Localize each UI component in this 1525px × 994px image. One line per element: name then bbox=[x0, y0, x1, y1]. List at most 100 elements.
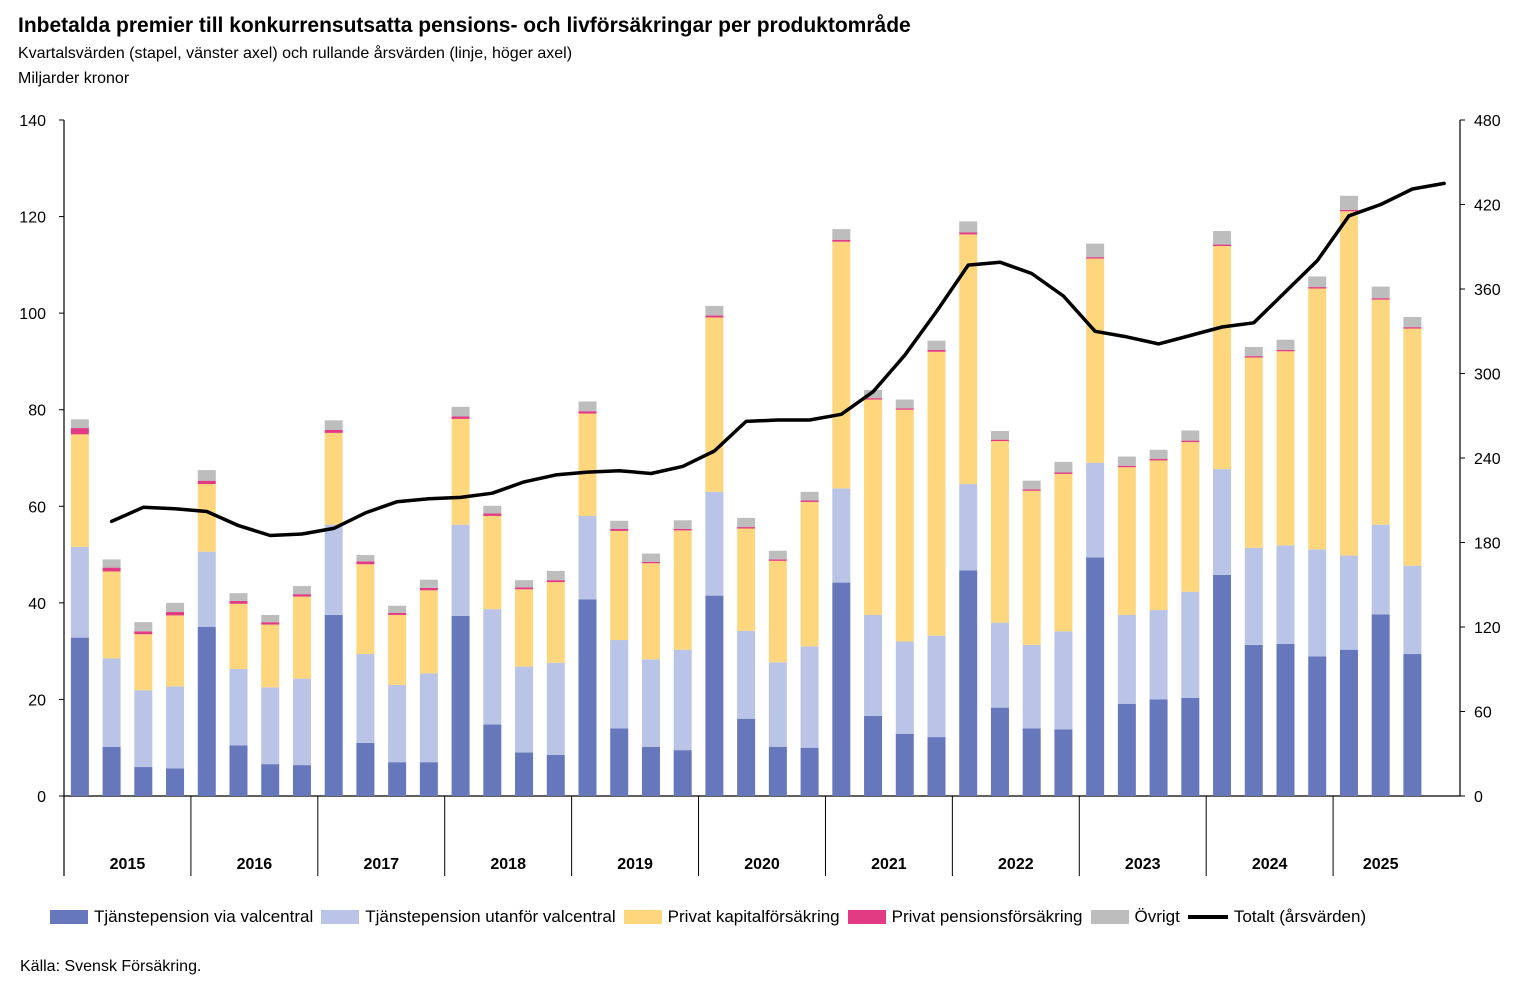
bar-ovrigt bbox=[641, 553, 660, 562]
bar-pension bbox=[451, 416, 470, 419]
bar-kapital bbox=[1244, 357, 1263, 548]
bars bbox=[70, 195, 1422, 796]
bar-ovrigt bbox=[864, 389, 883, 399]
bar-kapital bbox=[324, 432, 343, 525]
bar-kapital bbox=[1054, 473, 1073, 632]
right-tick-label: 60 bbox=[1474, 705, 1492, 722]
bar-utanfor bbox=[990, 622, 1009, 708]
bar-valcentral bbox=[1276, 643, 1295, 796]
bar-kapital bbox=[1149, 460, 1168, 611]
bar-utanfor bbox=[419, 673, 438, 763]
bar-ovrigt bbox=[451, 406, 470, 417]
legend-label-total: Totalt (årsvärden) bbox=[1233, 907, 1367, 926]
bar-valcentral bbox=[737, 718, 756, 796]
bar-ovrigt bbox=[1276, 339, 1295, 350]
bar-kapital bbox=[959, 234, 978, 485]
bar-kapital bbox=[1181, 442, 1200, 592]
bar-kapital bbox=[388, 614, 407, 685]
bar-kapital bbox=[1022, 490, 1041, 645]
bar-kapital bbox=[610, 530, 629, 641]
bar-valcentral bbox=[1371, 614, 1390, 796]
bar-pension bbox=[70, 428, 89, 435]
bar-kapital bbox=[134, 634, 153, 691]
bar-kapital bbox=[483, 515, 502, 610]
bar-kapital bbox=[895, 409, 914, 642]
bar-pension bbox=[1339, 209, 1358, 212]
bar-valcentral bbox=[292, 765, 311, 796]
right-tick-label: 0 bbox=[1474, 789, 1483, 806]
bar-pension bbox=[800, 500, 819, 502]
bar-utanfor bbox=[1276, 545, 1295, 644]
bar-pension bbox=[1149, 458, 1168, 461]
bar-pension bbox=[864, 398, 883, 400]
bar-valcentral bbox=[832, 582, 851, 796]
bar-utanfor bbox=[737, 630, 756, 719]
bar-valcentral bbox=[197, 627, 216, 796]
bar-pension bbox=[515, 587, 534, 590]
bar-utanfor bbox=[261, 687, 280, 765]
total-line-group bbox=[109, 181, 1446, 538]
right-tick-label: 240 bbox=[1474, 451, 1501, 468]
bar-valcentral bbox=[356, 742, 375, 796]
bar-kapital bbox=[1339, 211, 1358, 556]
bar-utanfor bbox=[134, 690, 153, 768]
bar-utanfor bbox=[578, 515, 597, 600]
bar-utanfor bbox=[324, 524, 343, 615]
legend-swatch-pension bbox=[847, 910, 886, 924]
bar-pension bbox=[546, 580, 565, 583]
bar-valcentral bbox=[483, 724, 502, 796]
ticks: 0 20 40 60 80 100 120 140 0 60 120 180 240 300 360 420 4… bbox=[19, 113, 1501, 873]
bar-utanfor bbox=[70, 546, 89, 638]
bar-ovrigt bbox=[673, 520, 692, 529]
legend-item-pension: Privat pensionsförsäkring bbox=[847, 907, 1083, 927]
bar-pension bbox=[1371, 298, 1390, 300]
legend-item-utanfor: Tjänstepension utanför valcentral bbox=[321, 907, 616, 927]
bar-utanfor bbox=[864, 614, 883, 716]
left-tick-label: 80 bbox=[28, 403, 46, 420]
bar-ovrigt bbox=[102, 559, 121, 568]
bar-utanfor bbox=[705, 491, 724, 596]
legend-item-valcentral: Tjänstepension via valcentral bbox=[50, 907, 313, 927]
bar-ovrigt bbox=[768, 550, 787, 560]
bar-utanfor bbox=[1339, 555, 1358, 650]
bar-utanfor bbox=[1149, 610, 1168, 700]
bar-pension bbox=[197, 480, 216, 485]
legend-swatch-total bbox=[1187, 915, 1228, 919]
bar-valcentral bbox=[1117, 703, 1136, 796]
bar-utanfor bbox=[546, 662, 565, 755]
bar-valcentral bbox=[1022, 728, 1041, 796]
bar-valcentral bbox=[895, 733, 914, 796]
bar-kapital bbox=[578, 413, 597, 516]
legend-label-valcentral: Tjänstepension via valcentral bbox=[94, 907, 314, 926]
bar-ovrigt bbox=[959, 221, 978, 233]
bar-valcentral bbox=[134, 767, 153, 796]
bar-ovrigt bbox=[1022, 480, 1041, 490]
bar-valcentral bbox=[959, 570, 978, 796]
bar-pension bbox=[102, 567, 121, 572]
bar-valcentral bbox=[1403, 654, 1422, 796]
bar-ovrigt bbox=[990, 430, 1009, 440]
bar-ovrigt bbox=[1339, 195, 1358, 210]
bar-utanfor bbox=[1022, 644, 1041, 729]
bar-valcentral bbox=[705, 595, 724, 796]
legend-item-kapital: Privat kapitalförsäkring bbox=[623, 907, 840, 927]
bar-ovrigt bbox=[1117, 456, 1136, 466]
bar-valcentral bbox=[1339, 649, 1358, 796]
left-tick-label: 20 bbox=[28, 692, 46, 709]
bar-kapital bbox=[1213, 246, 1232, 470]
bar-utanfor bbox=[895, 641, 914, 734]
bar-pension bbox=[292, 594, 311, 597]
bar-kapital bbox=[451, 418, 470, 525]
legend-item-total: Totalt (årsvärden) bbox=[1187, 907, 1367, 927]
right-tick-label: 300 bbox=[1474, 367, 1501, 384]
bar-kapital bbox=[70, 434, 89, 547]
bar-kapital bbox=[1276, 351, 1295, 546]
bar-utanfor bbox=[673, 649, 692, 751]
bar-utanfor bbox=[388, 684, 407, 763]
bar-kapital bbox=[292, 596, 311, 679]
legend-swatch-kapital bbox=[623, 910, 662, 924]
bar-ovrigt bbox=[229, 593, 248, 601]
left-tick-label: 0 bbox=[37, 789, 46, 806]
legend-item-ovrigt: Övrigt bbox=[1090, 907, 1180, 927]
bar-valcentral bbox=[229, 745, 248, 796]
